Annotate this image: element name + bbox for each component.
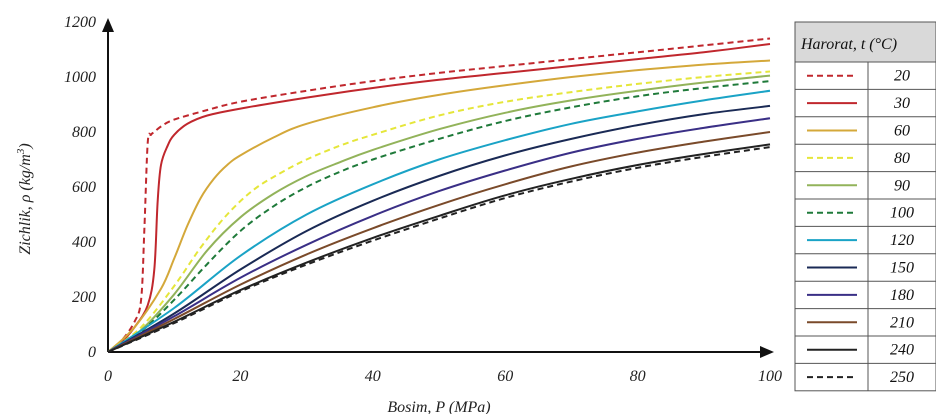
legend-label-120: 120 <box>890 232 914 249</box>
series-line-250 <box>107 146 771 353</box>
series-line-210 <box>107 131 771 353</box>
legend-label-80: 80 <box>894 150 910 167</box>
y-tick-label: 800 <box>72 124 96 141</box>
series-line-150 <box>107 104 771 353</box>
x-tick-label: 100 <box>758 368 782 385</box>
x-tick-label: 20 <box>232 368 248 385</box>
series-line-240 <box>107 143 771 353</box>
axes: 0 20 40 60 80 100020040060080010001200Bosim, … <box>15 14 782 414</box>
y-tick-label: 0 <box>88 344 96 361</box>
legend-label-180: 180 <box>890 287 914 304</box>
legend-border <box>794 21 936 392</box>
legend-label-240: 240 <box>890 342 914 359</box>
plot-area <box>107 37 771 353</box>
series-line-20 <box>107 37 771 353</box>
series-line-120 <box>107 89 771 353</box>
x-tick-label: 40 <box>365 368 381 385</box>
y-tick-label: 1000 <box>64 69 96 86</box>
legend-label-150: 150 <box>890 260 914 277</box>
legend-label-210: 210 <box>890 314 914 331</box>
legend-label-30: 30 <box>893 95 910 112</box>
x-tick-label: 0 <box>104 368 112 385</box>
series-line-60 <box>107 59 771 353</box>
x-axis-arrow <box>760 346 774 358</box>
y-tick-label: 600 <box>72 179 96 196</box>
y-tick-label: 1200 <box>64 14 96 31</box>
legend-label-250: 250 <box>890 369 914 386</box>
series-line-90 <box>107 74 771 353</box>
y-axis-label: Zichlik, ρ (kg/m3) <box>15 143 34 254</box>
y-tick-label: 400 <box>72 234 96 251</box>
legend-label-60: 60 <box>894 123 910 140</box>
legend: Harorat, t (°C) 20 30 60 80 90 100 120 150 180 210… <box>794 21 936 392</box>
series-line-180 <box>107 117 771 353</box>
legend-label-100: 100 <box>890 205 914 222</box>
x-tick-label: 60 <box>497 368 513 385</box>
y-tick-label: 200 <box>72 289 96 306</box>
series-line-80 <box>107 70 771 353</box>
x-tick-label: 80 <box>630 368 646 385</box>
legend-label-20: 20 <box>894 68 910 85</box>
y-axis-arrow <box>102 18 114 32</box>
legend-title: Harorat, t (°C) <box>800 36 897 53</box>
x-axis-label: Bosim, P (MPa) <box>387 399 490 414</box>
series-line-30 <box>107 43 771 353</box>
series-line-100 <box>107 80 771 353</box>
legend-label-90: 90 <box>894 177 910 194</box>
